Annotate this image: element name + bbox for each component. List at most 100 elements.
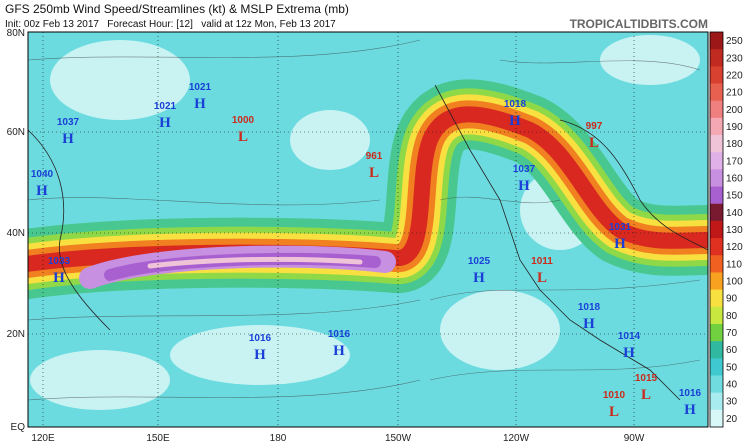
pressure-letter: H [53, 270, 65, 286]
colorbar-bin [710, 152, 723, 170]
colorbar-bin [710, 392, 723, 411]
longitude-labels: 120E 150E 180 150W 120W 90W [31, 433, 645, 444]
longitude-label: 150E [146, 433, 170, 444]
pressure-letter: H [473, 270, 485, 286]
colorbar-bin [710, 289, 723, 308]
colorbar-label: 70 [726, 328, 738, 339]
colorbar-label: 60 [726, 345, 738, 356]
colorbar-bin [710, 49, 723, 67]
colorbar-bin [710, 203, 723, 222]
pressure-value: 1021 [154, 101, 177, 112]
colorbar-label: 150 [726, 191, 743, 202]
map-field [28, 32, 708, 427]
colorbar-label: 140 [726, 208, 743, 219]
longitude-label: 90W [624, 433, 645, 444]
colorbar-bin [710, 272, 723, 291]
pressure-value: 1016 [249, 333, 272, 344]
map-title: GFS 250mb Wind Speed/Streamlines (kt) & … [5, 2, 349, 16]
pressure-centers: 1037 H 1021 H 1021 H 1000 L 1040 H 961 L 1018 H 997 L 10… [31, 82, 702, 420]
colorbar-bin [710, 323, 723, 342]
pressure-letter: H [509, 113, 521, 129]
colorbar-bin [710, 238, 723, 256]
latitude-label: 60N [7, 127, 25, 138]
colorbar-label: 30 [726, 397, 738, 408]
colorbar-bin [710, 66, 723, 85]
latitude-label: 40N [7, 228, 25, 239]
coastlines [28, 84, 708, 401]
colorbar-frame [709, 31, 724, 428]
pressure-letter: H [684, 402, 696, 418]
pressure-letter: L [537, 270, 547, 286]
pressure-value: 1037 [513, 164, 536, 175]
pressure-value: 1031 [609, 222, 632, 233]
colorbar-bin [710, 341, 723, 359]
colorbar-label: 210 [726, 88, 743, 99]
pressure-value: 1033 [48, 256, 71, 267]
pressure-value: 1040 [31, 169, 54, 180]
colorbar-label: 120 [726, 242, 743, 253]
pressure-value: 1021 [189, 82, 212, 93]
pressure-value: 1016 [679, 388, 702, 399]
colorbar-bin [710, 409, 723, 428]
longitude-label: 150W [385, 433, 412, 444]
colorbar-bin [710, 135, 723, 153]
colorbar-bin [710, 255, 723, 273]
colorbar-label: 200 [726, 105, 743, 116]
pressure-value: 1025 [468, 256, 491, 267]
colorbar-label: 230 [726, 53, 743, 64]
colorbar-bin [710, 83, 723, 102]
pressure-value: 1014 [618, 331, 641, 342]
pressure-value: 1018 [578, 302, 601, 313]
colorbar-label: 130 [726, 225, 743, 236]
pressure-letter: H [254, 347, 266, 363]
map-frame [27, 31, 709, 428]
colorbar-label: 80 [726, 311, 738, 322]
colorbar-bin [710, 117, 723, 136]
latitude-label: EQ [11, 422, 26, 433]
colorbar-bin [710, 32, 723, 50]
colorbar-label: 160 [726, 173, 743, 184]
colorbar-bin [710, 100, 723, 119]
pressure-value: 1016 [328, 329, 351, 340]
jet-stream [28, 79, 708, 300]
pressure-letter: H [333, 343, 345, 359]
colorbar-bin [710, 375, 723, 394]
pressure-letter: H [62, 131, 74, 147]
colorbar-label: 220 [726, 70, 743, 81]
pressure-letter: H [614, 236, 626, 252]
map-subtitle: Init: 00z Feb 13 2017 Forecast Hour: [12… [5, 19, 336, 30]
colorbar-label: 100 [726, 277, 743, 288]
colorbar-label: 180 [726, 139, 743, 150]
pressure-value: 1011 [531, 256, 553, 267]
colorbar-bin [710, 169, 723, 188]
pressure-value: 1037 [57, 117, 80, 128]
longitude-label: 120E [31, 433, 55, 444]
pressure-letter: H [36, 183, 48, 199]
pressure-letter: L [589, 135, 599, 151]
pressure-letter: H [194, 96, 206, 112]
colorbar-label: 20 [726, 414, 738, 425]
pressure-value: 1010 [603, 390, 626, 401]
source-label: TROPICALTIDBITS.COM [570, 17, 708, 31]
colorbar-bin [710, 220, 723, 239]
pressure-letter: L [641, 387, 651, 403]
pressure-letter: L [238, 129, 248, 145]
latitude-label: 80N [7, 28, 25, 39]
colorbar-bin [710, 186, 723, 205]
colorbar-label: 170 [726, 156, 743, 167]
colorbar: 250 230 220 210 200 190 180 170 160 150 140 130 120 1… [709, 31, 743, 428]
pressure-value: 1015 [635, 373, 658, 384]
colorbar-label: 250 [726, 36, 743, 47]
graticule [28, 32, 708, 427]
colorbar-label: 90 [726, 294, 738, 305]
pressure-letter: L [369, 165, 379, 181]
pressure-value: 1018 [504, 99, 527, 110]
latitude-label: 20N [7, 329, 25, 340]
colorbar-label: 110 [726, 259, 742, 270]
pressure-letter: H [623, 345, 635, 361]
colorbar-label: 50 [726, 362, 738, 373]
colorbar-bin [710, 306, 723, 325]
latitude-labels: 80N 60N 40N 20N EQ [7, 28, 26, 433]
